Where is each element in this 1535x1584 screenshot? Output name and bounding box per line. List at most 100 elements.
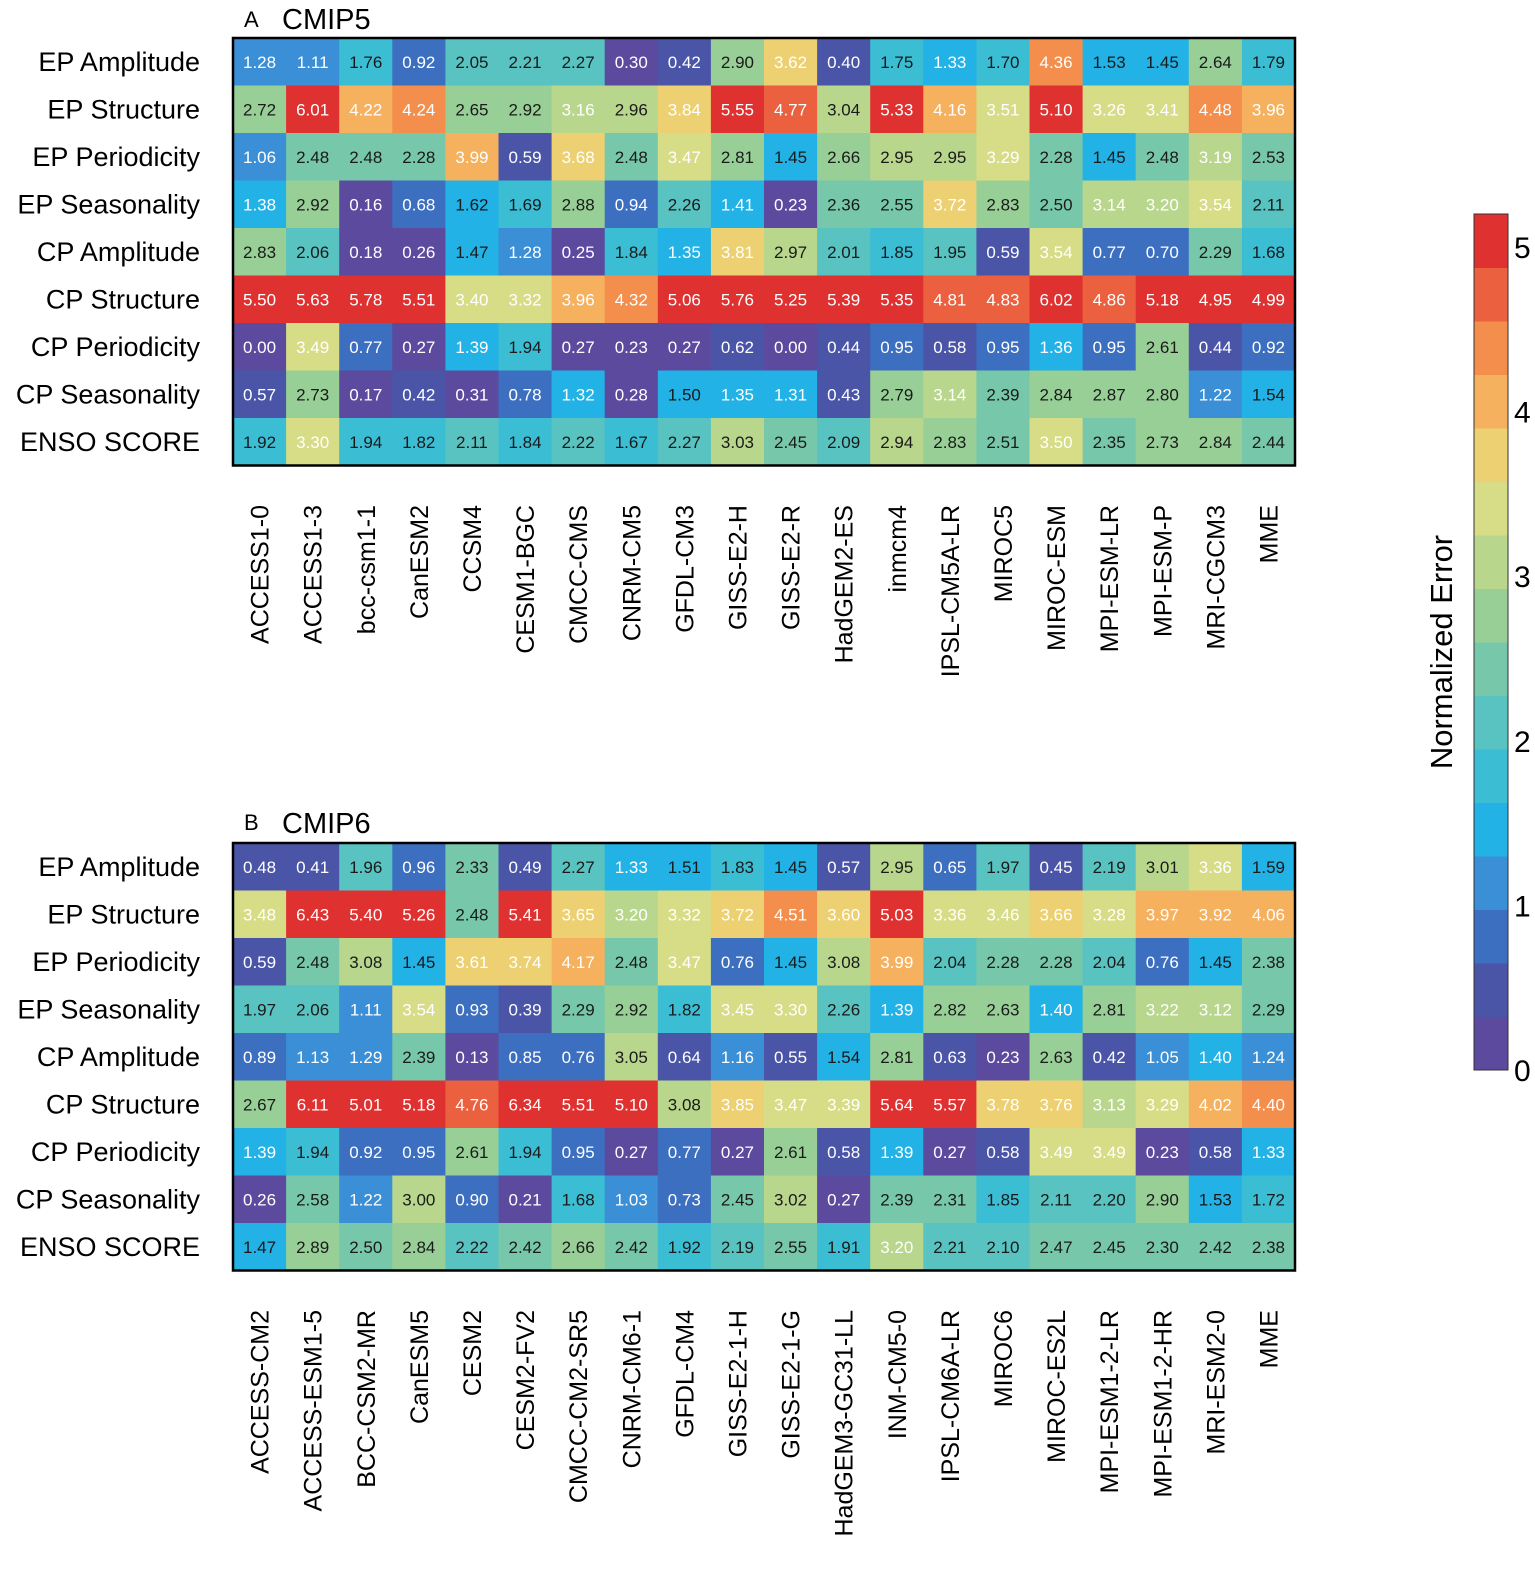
heatmap-cell xyxy=(339,228,393,277)
heatmap-cell xyxy=(498,1033,553,1082)
heatmap-cell xyxy=(710,133,765,182)
column-label-ipsl-cm6a-lr: IPSL-CM6A-LR xyxy=(937,1310,965,1482)
colorbar-swatch xyxy=(1474,963,1508,1017)
heatmap-cell xyxy=(1135,1128,1190,1177)
colorbar-swatch xyxy=(1474,481,1508,536)
heatmap-cell xyxy=(923,938,977,987)
heatmap-cell xyxy=(817,323,871,372)
column-label-giss-e2-h: GISS-E2-H xyxy=(724,505,752,630)
heatmap-cell xyxy=(1082,1223,1137,1272)
heatmap-cell xyxy=(233,228,287,277)
row-label-cp-structure: CP Structure xyxy=(46,284,200,314)
heatmap-cell xyxy=(817,890,871,939)
cell-value-label: 5.76 xyxy=(721,290,754,309)
heatmap-cell xyxy=(1135,323,1190,372)
heatmap-cell xyxy=(870,843,924,892)
cell-value-label: 0.93 xyxy=(455,1000,488,1019)
cell-value-label: 1.35 xyxy=(721,385,754,404)
cell-value-label: 1.45 xyxy=(774,148,807,167)
heatmap-cell xyxy=(1241,38,1296,87)
cell-value-label: 2.64 xyxy=(1199,53,1232,72)
cell-value-label: 2.66 xyxy=(562,1238,595,1257)
cell-value-label: 1.68 xyxy=(1252,243,1285,262)
heatmap-cell xyxy=(445,38,500,87)
heatmap-cell xyxy=(1029,985,1084,1034)
cell-value-label: 0.89 xyxy=(243,1048,276,1067)
heatmap-cell xyxy=(1029,1128,1084,1177)
cell-value-label: 0.21 xyxy=(509,1190,542,1209)
cell-value-label: 2.87 xyxy=(1093,385,1126,404)
cell-value-label: 0.00 xyxy=(243,338,276,357)
column-label-miroc6: MIROC6 xyxy=(990,1310,1018,1407)
cell-value-label: 2.09 xyxy=(827,433,860,452)
cell-value-label: 1.03 xyxy=(615,1190,648,1209)
heatmap-cell xyxy=(233,370,287,419)
cell-value-label: 4.81 xyxy=(933,290,966,309)
cell-value-label: 2.63 xyxy=(986,1000,1019,1019)
heatmap-cell xyxy=(1135,985,1190,1034)
heatmap-cell xyxy=(498,180,553,229)
heatmap-cell xyxy=(498,1223,553,1272)
heatmap-cell xyxy=(1135,1175,1190,1224)
cell-value-label: 3.04 xyxy=(827,100,860,119)
heatmap-cell xyxy=(233,1223,287,1272)
heatmap-cell xyxy=(1029,228,1084,277)
cell-value-label: 1.11 xyxy=(350,1000,382,1019)
cell-value-label: 3.47 xyxy=(668,148,701,167)
cell-value-label: 1.92 xyxy=(668,1238,701,1257)
cell-value-label: 2.04 xyxy=(933,953,966,972)
heatmap-cell xyxy=(1188,890,1243,939)
heatmap-cell xyxy=(1029,180,1084,229)
heatmap-cell xyxy=(604,228,659,277)
cell-value-label: 2.45 xyxy=(774,433,807,452)
cell-value-label: 2.92 xyxy=(509,100,542,119)
cell-value-label: 1.40 xyxy=(1199,1048,1232,1067)
column-label-bcc-csm2-mr: BCC-CSM2-MR xyxy=(353,1310,381,1488)
heatmap-cell xyxy=(551,1175,606,1224)
heatmap-cell xyxy=(710,275,765,324)
heatmap-cell xyxy=(551,370,606,419)
heatmap-cell xyxy=(1135,370,1190,419)
column-label-inm-cm5-0: INM-CM5-0 xyxy=(884,1310,912,1439)
heatmap-cell xyxy=(764,418,818,467)
colorbar-swatch xyxy=(1474,642,1508,696)
cell-value-label: 1.76 xyxy=(349,53,382,72)
cell-value-label: 2.81 xyxy=(1093,1000,1126,1019)
cell-value-label: 1.33 xyxy=(615,858,648,877)
cell-value-label: 0.43 xyxy=(827,385,860,404)
cell-value-label: 5.25 xyxy=(774,290,807,309)
heatmap-cell xyxy=(392,1033,446,1082)
heatmap-cell xyxy=(1082,133,1137,182)
cell-value-label: 2.05 xyxy=(455,53,488,72)
heatmap-cell xyxy=(1241,1223,1296,1272)
heatmap-cell xyxy=(233,938,287,987)
cell-value-label: 1.51 xyxy=(668,858,701,877)
cell-value-label: 0.42 xyxy=(402,385,435,404)
cell-value-label: 2.48 xyxy=(296,953,329,972)
cell-value-label: 4.36 xyxy=(1040,53,1073,72)
cell-value-label: 2.44 xyxy=(1252,433,1285,452)
heatmap-cell xyxy=(923,1033,977,1082)
heatmap-cell xyxy=(392,133,446,182)
heatmap-cell xyxy=(233,1033,287,1082)
cell-value-label: 2.21 xyxy=(509,53,542,72)
cell-value-label: 3.61 xyxy=(455,953,488,972)
cell-value-label: 3.97 xyxy=(1146,905,1179,924)
cell-value-label: 2.26 xyxy=(827,1000,860,1019)
cell-value-label: 5.01 xyxy=(349,1095,382,1114)
cell-value-label: 2.81 xyxy=(721,148,754,167)
heatmap-cell xyxy=(870,938,924,987)
cell-value-label: 6.43 xyxy=(296,905,329,924)
heatmap-cell xyxy=(604,985,659,1034)
heatmap-cell xyxy=(445,1033,500,1082)
cell-value-label: 4.02 xyxy=(1199,1095,1232,1114)
heatmap-cell xyxy=(604,85,659,134)
cell-value-label: 2.19 xyxy=(1093,858,1126,877)
heatmap-cell xyxy=(1241,1175,1296,1224)
cell-value-label: 1.33 xyxy=(933,53,966,72)
row-labels-cmip6: EP Amplitude EP Structure EP Periodicity EP… xyxy=(16,852,201,1262)
column-labels-cmip5: ACCESS1-0 ACCESS1-3 bcc-csm1-1 CanESM2 CCSM4… xyxy=(247,505,1284,677)
cell-value-label: 5.51 xyxy=(562,1095,595,1114)
cell-value-label: 1.32 xyxy=(562,385,595,404)
heatmap-cell xyxy=(498,133,553,182)
